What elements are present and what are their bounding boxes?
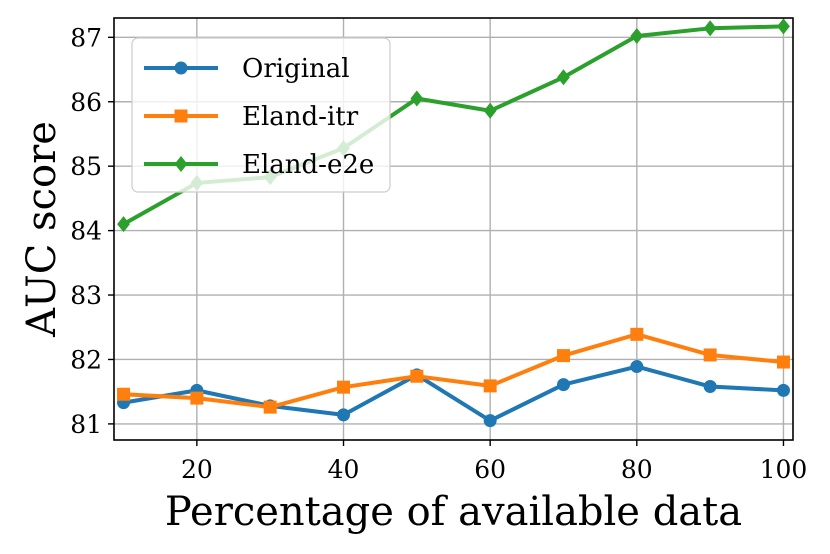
x-tick-label: 100 [760,455,808,484]
legend-marker-eland-e2e [174,156,188,172]
data-point-eland-e2e [630,28,644,45]
data-point-eland-itr [410,369,424,383]
y-tick-label: 84 [70,217,102,246]
data-point-eland-itr [337,380,351,394]
y-tick-label: 86 [70,88,102,117]
data-point-eland-itr [630,327,644,341]
data-point-original [776,383,790,397]
data-point-eland-e2e [117,216,130,233]
data-point-eland-itr [483,379,497,393]
data-point-eland-itr [190,391,204,405]
y-tick-label: 85 [70,152,102,181]
data-point-original [556,378,570,392]
data-point-eland-e2e [703,20,717,37]
legend-marker-original [174,61,188,75]
y-tick-label: 87 [70,23,102,52]
data-point-eland-e2e [410,90,424,107]
data-point-original [483,414,497,428]
data-point-eland-e2e [557,69,570,86]
legend: Original Eland-itr Eland-e2e [131,37,391,193]
y-tick-label: 82 [70,345,102,374]
y-axis: 81 82 83 84 85 86 87 [70,23,114,439]
series-line-original [123,364,784,423]
x-tick-label: 80 [621,455,653,484]
y-axis-title: AUC score [19,121,65,338]
data-point-original [703,380,717,394]
data-point-eland-itr [556,349,570,363]
x-axis-title: Percentage of available data [165,489,742,535]
data-point-eland-e2e [483,102,497,119]
series-eland-itr [117,327,790,414]
legend-label-eland-e2e: Eland-e2e [242,150,374,180]
data-point-eland-itr [117,387,131,401]
plot-frame [113,17,794,441]
y-tick-label: 83 [70,281,102,310]
series-original [117,360,790,428]
legend-marker-eland-itr [174,109,188,123]
data-point-original [630,360,644,374]
data-point-eland-itr [703,348,717,362]
series-line-eland-itr [123,332,784,410]
data-point-original [337,408,351,422]
x-tick-label: 40 [328,455,360,484]
x-tick-label: 60 [474,455,506,484]
x-axis: 20 40 60 80 100 [181,440,807,484]
legend-box [131,37,391,193]
x-tick-label: 20 [181,455,213,484]
data-point-eland-itr [776,355,790,369]
legend-label-eland-itr: Eland-itr [242,102,359,132]
data-point-eland-e2e [777,18,790,35]
data-point-eland-itr [263,400,277,414]
y-tick-label: 81 [70,410,102,439]
legend-label-original: Original [242,54,350,84]
